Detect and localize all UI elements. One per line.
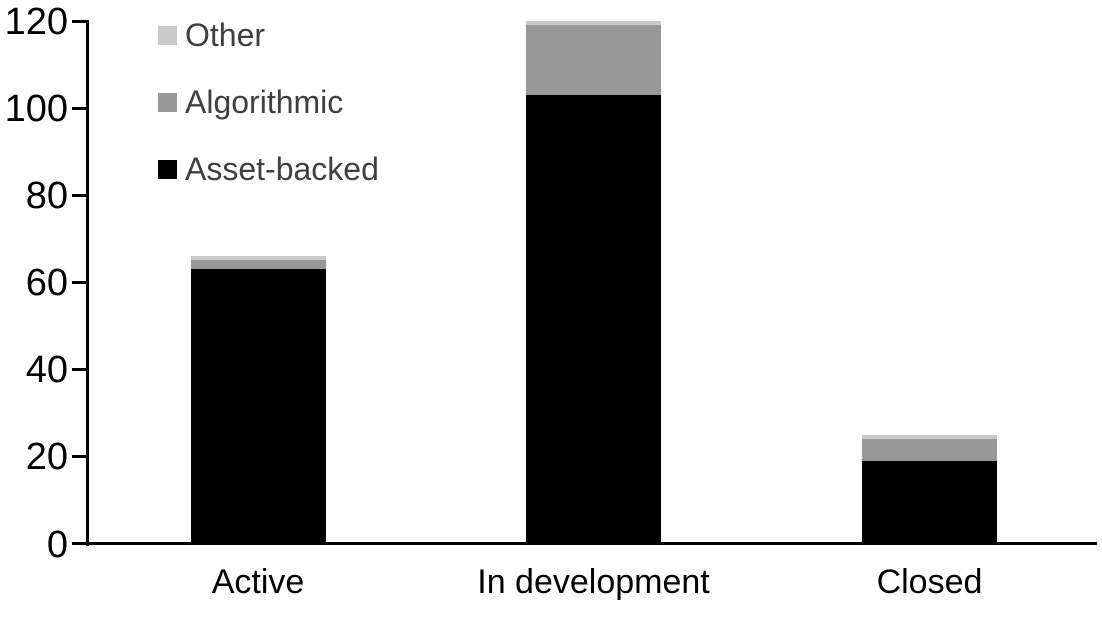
legend-item-other: Other — [158, 18, 265, 52]
y-tick-label: 100 — [4, 88, 68, 131]
legend-item-algorithmic: Algorithmic — [158, 85, 343, 119]
y-tick-mark — [72, 454, 86, 458]
legend-swatch-other — [158, 25, 177, 45]
bar-segment-asset-backed — [862, 460, 997, 544]
x-axis-label-active: Active — [211, 563, 305, 601]
bar-segment-other — [862, 434, 997, 439]
legend-label: Algorithmic — [185, 84, 344, 120]
bar-active — [190, 256, 326, 544]
x-axis-line — [86, 542, 1097, 545]
y-axis-line — [86, 19, 89, 546]
bar-segment-algorithmic — [862, 438, 997, 461]
y-tick-mark — [72, 280, 86, 284]
y-tick-mark — [72, 367, 86, 371]
bar-segment-other — [526, 21, 661, 26]
y-tick-label: 60 — [25, 262, 68, 305]
bar-segment-asset-backed — [190, 269, 326, 544]
legend-item-asset-backed: Asset-backed — [158, 152, 379, 186]
y-tick-mark — [72, 542, 86, 545]
y-tick-label: 120 — [4, 1, 68, 43]
y-tick-label: 0 — [46, 523, 68, 566]
y-tick-label: 80 — [25, 175, 68, 218]
y-tick-mark — [72, 19, 86, 23]
bar-segment-algorithmic — [190, 260, 326, 270]
legend-swatch-asset-backed — [158, 159, 177, 179]
bar-segment-algorithmic — [526, 25, 661, 95]
bar-segment-asset-backed — [526, 95, 661, 544]
legend-swatch-algorithmic — [158, 92, 177, 112]
x-axis-label-closed: Closed — [876, 563, 983, 601]
x-axis-label-in-development: In development — [477, 563, 710, 601]
legend-label: Other — [185, 17, 266, 53]
bar-closed — [862, 434, 997, 544]
y-tick-label: 40 — [25, 349, 68, 392]
y-tick-label: 20 — [25, 436, 68, 479]
legend-label: Asset-backed — [185, 151, 379, 187]
y-tick-mark — [72, 193, 86, 197]
bar-in-development — [526, 21, 661, 544]
y-tick-mark — [72, 106, 86, 110]
bar-segment-other — [190, 256, 326, 261]
